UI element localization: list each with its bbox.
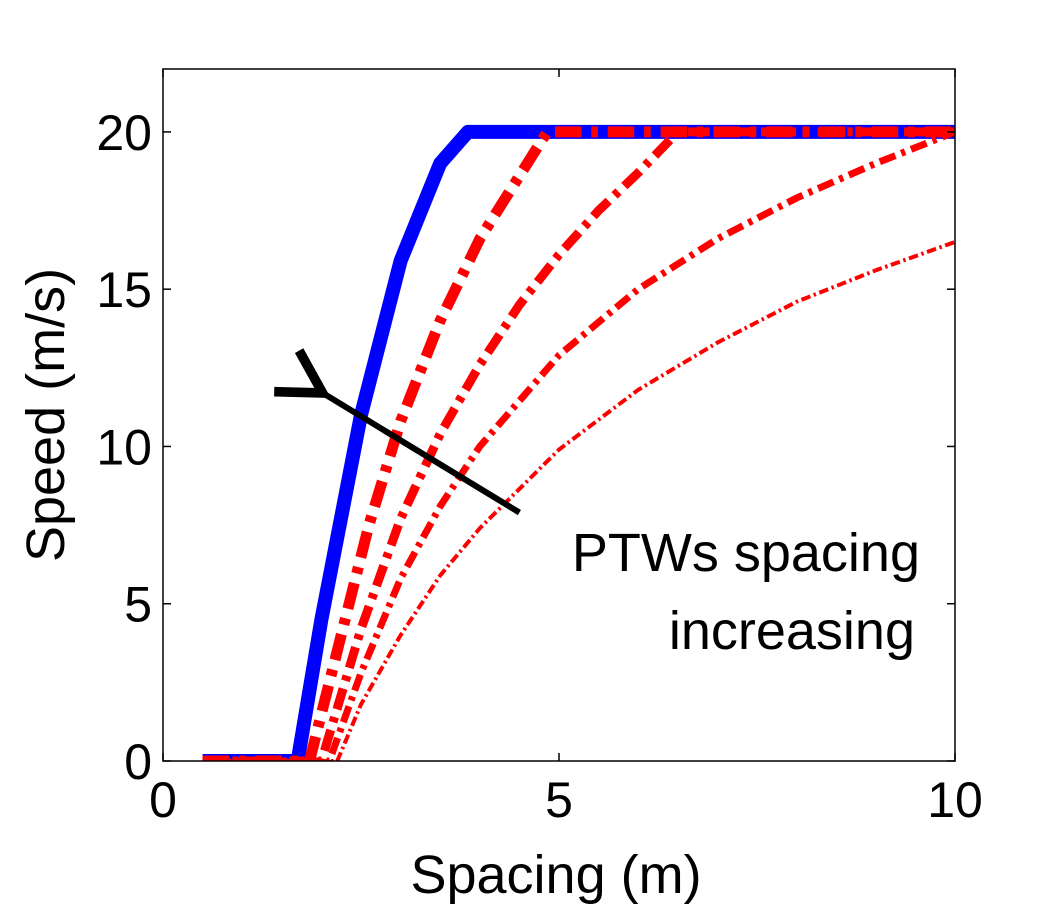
series-line-blue-reference xyxy=(202,124,955,761)
series-line-red-2 xyxy=(202,127,955,761)
annotation-arrow xyxy=(317,390,521,516)
y-tick-label: 0 xyxy=(124,734,152,790)
x-axis-title: Spacing (m) xyxy=(410,845,701,905)
series-line-red-1 xyxy=(202,126,955,761)
annotation-text-line-1: PTWs spacing xyxy=(572,523,920,583)
y-tick-label: 20 xyxy=(96,105,152,161)
y-tick-label: 5 xyxy=(124,577,152,633)
y-tick-label: 15 xyxy=(96,262,152,318)
x-tick-label: 10 xyxy=(927,772,983,828)
y-axis-title: Speed (m/s) xyxy=(16,268,76,562)
x-tick-label: 5 xyxy=(545,772,573,828)
series-line-red-3 xyxy=(202,128,955,761)
tick-layer: 0 5 10 0 5 10 15 20 xyxy=(96,69,983,828)
x-tick-label: 0 xyxy=(149,772,177,828)
series-layer xyxy=(202,124,955,761)
annotation-text-line-2: increasing xyxy=(669,601,915,661)
series-line-red-4 xyxy=(202,240,955,761)
y-tick-label: 10 xyxy=(96,419,152,475)
